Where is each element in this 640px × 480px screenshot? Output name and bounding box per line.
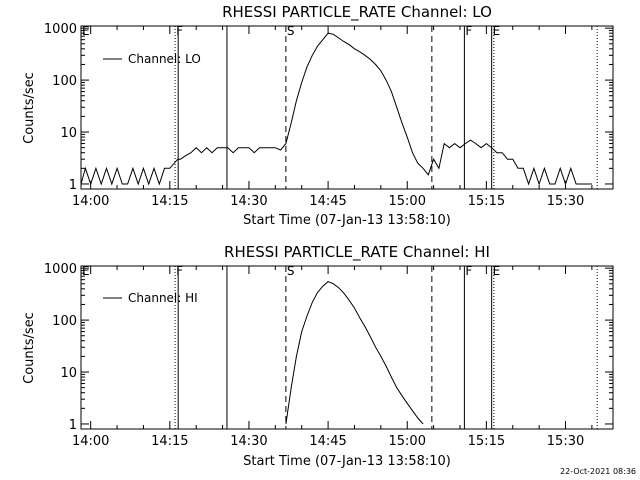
x-tick-label: 14:45 bbox=[309, 434, 346, 449]
event-marker-label: S bbox=[287, 264, 295, 278]
event-marker-label: F bbox=[465, 264, 472, 278]
event-marker-label: E bbox=[493, 264, 501, 278]
x-tick-label: 14:30 bbox=[230, 434, 267, 449]
x-tick-label: 15:00 bbox=[389, 434, 426, 449]
x-tick-label: 14:00 bbox=[72, 194, 109, 209]
y-tick-label: 1 bbox=[69, 178, 77, 193]
series-line bbox=[80, 32, 592, 186]
x-axis-label: Start Time (07-Jan-13 13:58:10) bbox=[243, 213, 451, 228]
y-tick-label: 1000 bbox=[44, 262, 77, 277]
timestamp: 22-Oct-2021 08:36 bbox=[560, 467, 636, 476]
x-tick-label: 14:15 bbox=[151, 194, 188, 209]
y-axis-label: Counts/sec bbox=[22, 312, 37, 384]
y-axis-label: Counts/sec bbox=[22, 72, 37, 144]
event-marker-label: S bbox=[287, 24, 295, 38]
x-tick-label: 15:15 bbox=[468, 194, 505, 209]
x-tick-label: 15:15 bbox=[468, 434, 505, 449]
event-marker-label: E bbox=[493, 24, 501, 38]
legend-label: Channel: LO bbox=[128, 52, 201, 66]
y-tick-label: 100 bbox=[52, 74, 77, 89]
plot-frame bbox=[80, 25, 614, 190]
y-tick-label: 1000 bbox=[44, 22, 77, 37]
y-tick-label: 10 bbox=[60, 126, 77, 141]
x-tick-label: 15:30 bbox=[547, 194, 584, 209]
y-tick-label: 1 bbox=[69, 418, 77, 433]
legend-label: Channel: HI bbox=[128, 291, 198, 305]
legend: Channel: HI bbox=[103, 291, 198, 305]
chart-panel-hi: RHESSI PARTICLE_RATE Channel: HI Counts/… bbox=[22, 243, 614, 469]
series-line bbox=[285, 281, 424, 425]
x-tick-label: 14:45 bbox=[309, 194, 346, 209]
tick-layer: 14:00 14:15 14:30 14:45 15:00 15:15 15:30 1 10 10… bbox=[44, 262, 613, 449]
y-tick-label: 100 bbox=[52, 314, 77, 329]
chart-title: RHESSI PARTICLE_RATE Channel: LO bbox=[222, 3, 492, 22]
x-tick-label: 15:30 bbox=[547, 434, 584, 449]
chart-panel-lo: RHESSI PARTICLE_RATE Channel: LO Counts/… bbox=[22, 3, 614, 228]
x-tick-label: 15:00 bbox=[389, 194, 426, 209]
event-marker-label: E bbox=[82, 264, 90, 278]
chart-title: RHESSI PARTICLE_RATE Channel: HI bbox=[224, 243, 490, 262]
event-marker-label: E bbox=[82, 24, 90, 38]
event-marker-label: F bbox=[176, 24, 183, 38]
x-tick-label: 14:30 bbox=[230, 194, 267, 209]
x-tick-label: 14:00 bbox=[72, 434, 109, 449]
x-axis-label: Start Time (07-Jan-13 13:58:10) bbox=[243, 454, 451, 469]
event-marker-label: F bbox=[176, 264, 183, 278]
x-tick-label: 14:15 bbox=[151, 434, 188, 449]
event-marker-label: F bbox=[465, 24, 472, 38]
legend: Channel: LO bbox=[103, 52, 201, 66]
y-tick-label: 10 bbox=[60, 366, 77, 381]
tick-layer: 14:00 14:15 14:30 14:45 15:00 15:15 15:30 1 10 10… bbox=[44, 22, 613, 209]
